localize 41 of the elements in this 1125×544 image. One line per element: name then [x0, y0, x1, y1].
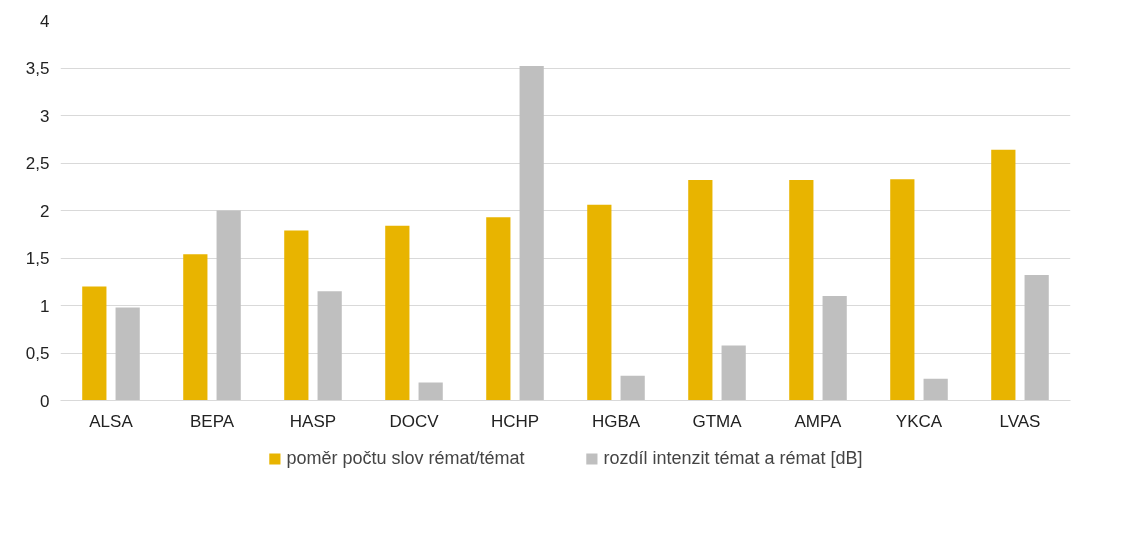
x-tick-label: ALSA	[89, 411, 134, 431]
bar	[317, 291, 342, 401]
bar	[115, 307, 140, 401]
legend-label: rozdíl intenzit témat a rémat [dB]	[603, 447, 863, 469]
bar	[789, 180, 814, 401]
x-tick-label: HASP	[289, 411, 337, 431]
bar	[486, 217, 511, 401]
y-tick-label: 3	[40, 106, 50, 126]
x-tick-label: HGBA	[591, 411, 641, 431]
y-tick-label: 2	[40, 201, 50, 221]
x-tick-label: LVAS	[999, 411, 1041, 431]
y-tick-label: 0,5	[25, 344, 50, 363]
bar	[82, 286, 107, 401]
x-tick-label: DOCV	[389, 411, 440, 431]
bar	[587, 204, 612, 401]
x-tick-label: BEPA	[189, 411, 235, 431]
bar	[1024, 275, 1049, 401]
bar	[216, 210, 241, 401]
bar	[620, 375, 645, 401]
bar	[385, 225, 410, 401]
bar	[721, 345, 746, 401]
y-tick-label: 1,5	[25, 249, 50, 268]
bar	[284, 230, 309, 401]
bar	[923, 378, 948, 401]
x-tick-label: HCHP	[490, 411, 540, 431]
bar	[183, 254, 208, 401]
bar	[519, 66, 544, 401]
bar	[822, 296, 847, 401]
y-tick-label: 2,5	[25, 154, 50, 173]
x-tick-label: GTMA	[692, 411, 743, 431]
bar	[991, 149, 1016, 401]
y-tick-label: 4	[40, 11, 50, 31]
legend-label: poměr počtu slov rémat/témat	[286, 447, 525, 469]
y-tick-label: 0	[40, 391, 50, 411]
bar	[418, 382, 443, 401]
y-tick-label: 3,5	[25, 59, 50, 78]
x-tick-label: AMPA	[794, 411, 843, 431]
x-tick-label: YKCA	[895, 411, 943, 431]
bar	[688, 180, 713, 401]
bar	[890, 179, 915, 401]
y-tick-label: 1	[40, 296, 50, 316]
